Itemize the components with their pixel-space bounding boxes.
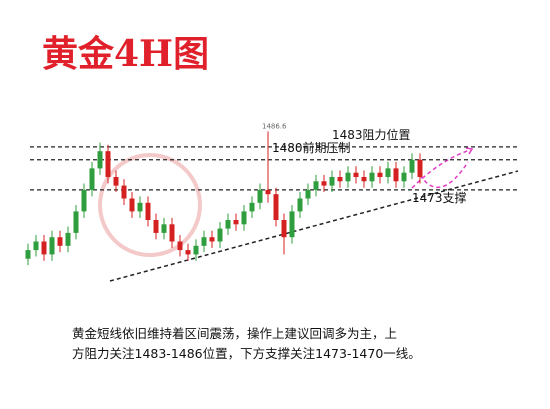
- candle-body: [305, 189, 311, 199]
- candle-body: [417, 159, 423, 177]
- candle-body: [177, 241, 183, 251]
- arrow-head: [465, 147, 474, 155]
- candle-body: [257, 189, 263, 203]
- level-label: 1480前期压制: [272, 140, 351, 155]
- candle-body: [313, 181, 319, 190]
- candle-body: [193, 245, 199, 255]
- candle-body: [217, 228, 223, 242]
- watermark: [98, 153, 202, 257]
- candle-body: [273, 194, 279, 220]
- candle-body: [65, 232, 71, 246]
- candle-body: [81, 189, 87, 212]
- candle-body: [361, 176, 367, 182]
- candle-body: [73, 211, 79, 233]
- candle-body: [337, 176, 343, 182]
- candle-body: [121, 185, 127, 199]
- candle-body: [161, 224, 167, 233]
- candle-body: [201, 237, 207, 246]
- candle-body: [129, 198, 135, 212]
- candle-body: [145, 202, 151, 220]
- peak-label: 1486.6: [262, 122, 287, 130]
- candle-body: [105, 151, 111, 177]
- candle-body: [393, 168, 399, 182]
- candle-body: [209, 237, 215, 242]
- candle-body: [41, 241, 47, 255]
- note-line: 方阻力关注1483-1486位置，下方支撑关注1473-1470一线。: [72, 346, 421, 361]
- candle-body: [97, 151, 103, 169]
- candle-body: [353, 172, 359, 177]
- candle-body: [281, 220, 287, 238]
- candle-body: [137, 202, 143, 212]
- candle-body: [249, 202, 255, 212]
- candle-body: [289, 211, 295, 238]
- level-label: 1483阻力位置: [332, 127, 411, 142]
- candle-body: [297, 198, 303, 212]
- candle-body: [401, 172, 407, 182]
- candle-body: [369, 172, 375, 182]
- candle-body: [385, 168, 391, 177]
- candle-body: [329, 176, 335, 186]
- candle-body: [169, 224, 175, 242]
- candle-body: [49, 237, 55, 255]
- candle-body: [233, 220, 239, 225]
- forecast-path: [411, 149, 471, 189]
- level-label: 1473支撑: [412, 190, 467, 205]
- candle-body: [321, 181, 327, 186]
- candle-body: [33, 241, 39, 251]
- candle-body: [153, 220, 159, 233]
- candle-body: [185, 250, 191, 255]
- candle-body: [241, 211, 247, 225]
- candle-body: [409, 159, 415, 173]
- candle-body: [377, 172, 383, 177]
- candle-body: [265, 189, 271, 195]
- note-line: 黄金短线依旧维持着区间震荡，操作上建议回调多为主，上: [72, 326, 397, 341]
- candle-body: [57, 237, 63, 246]
- chart-title: 黄金4H图: [42, 33, 209, 75]
- candle-body: [89, 168, 95, 190]
- candle-body: [25, 250, 31, 259]
- candle-body: [225, 220, 231, 229]
- candle-body: [345, 172, 351, 182]
- candle-body: [113, 176, 119, 186]
